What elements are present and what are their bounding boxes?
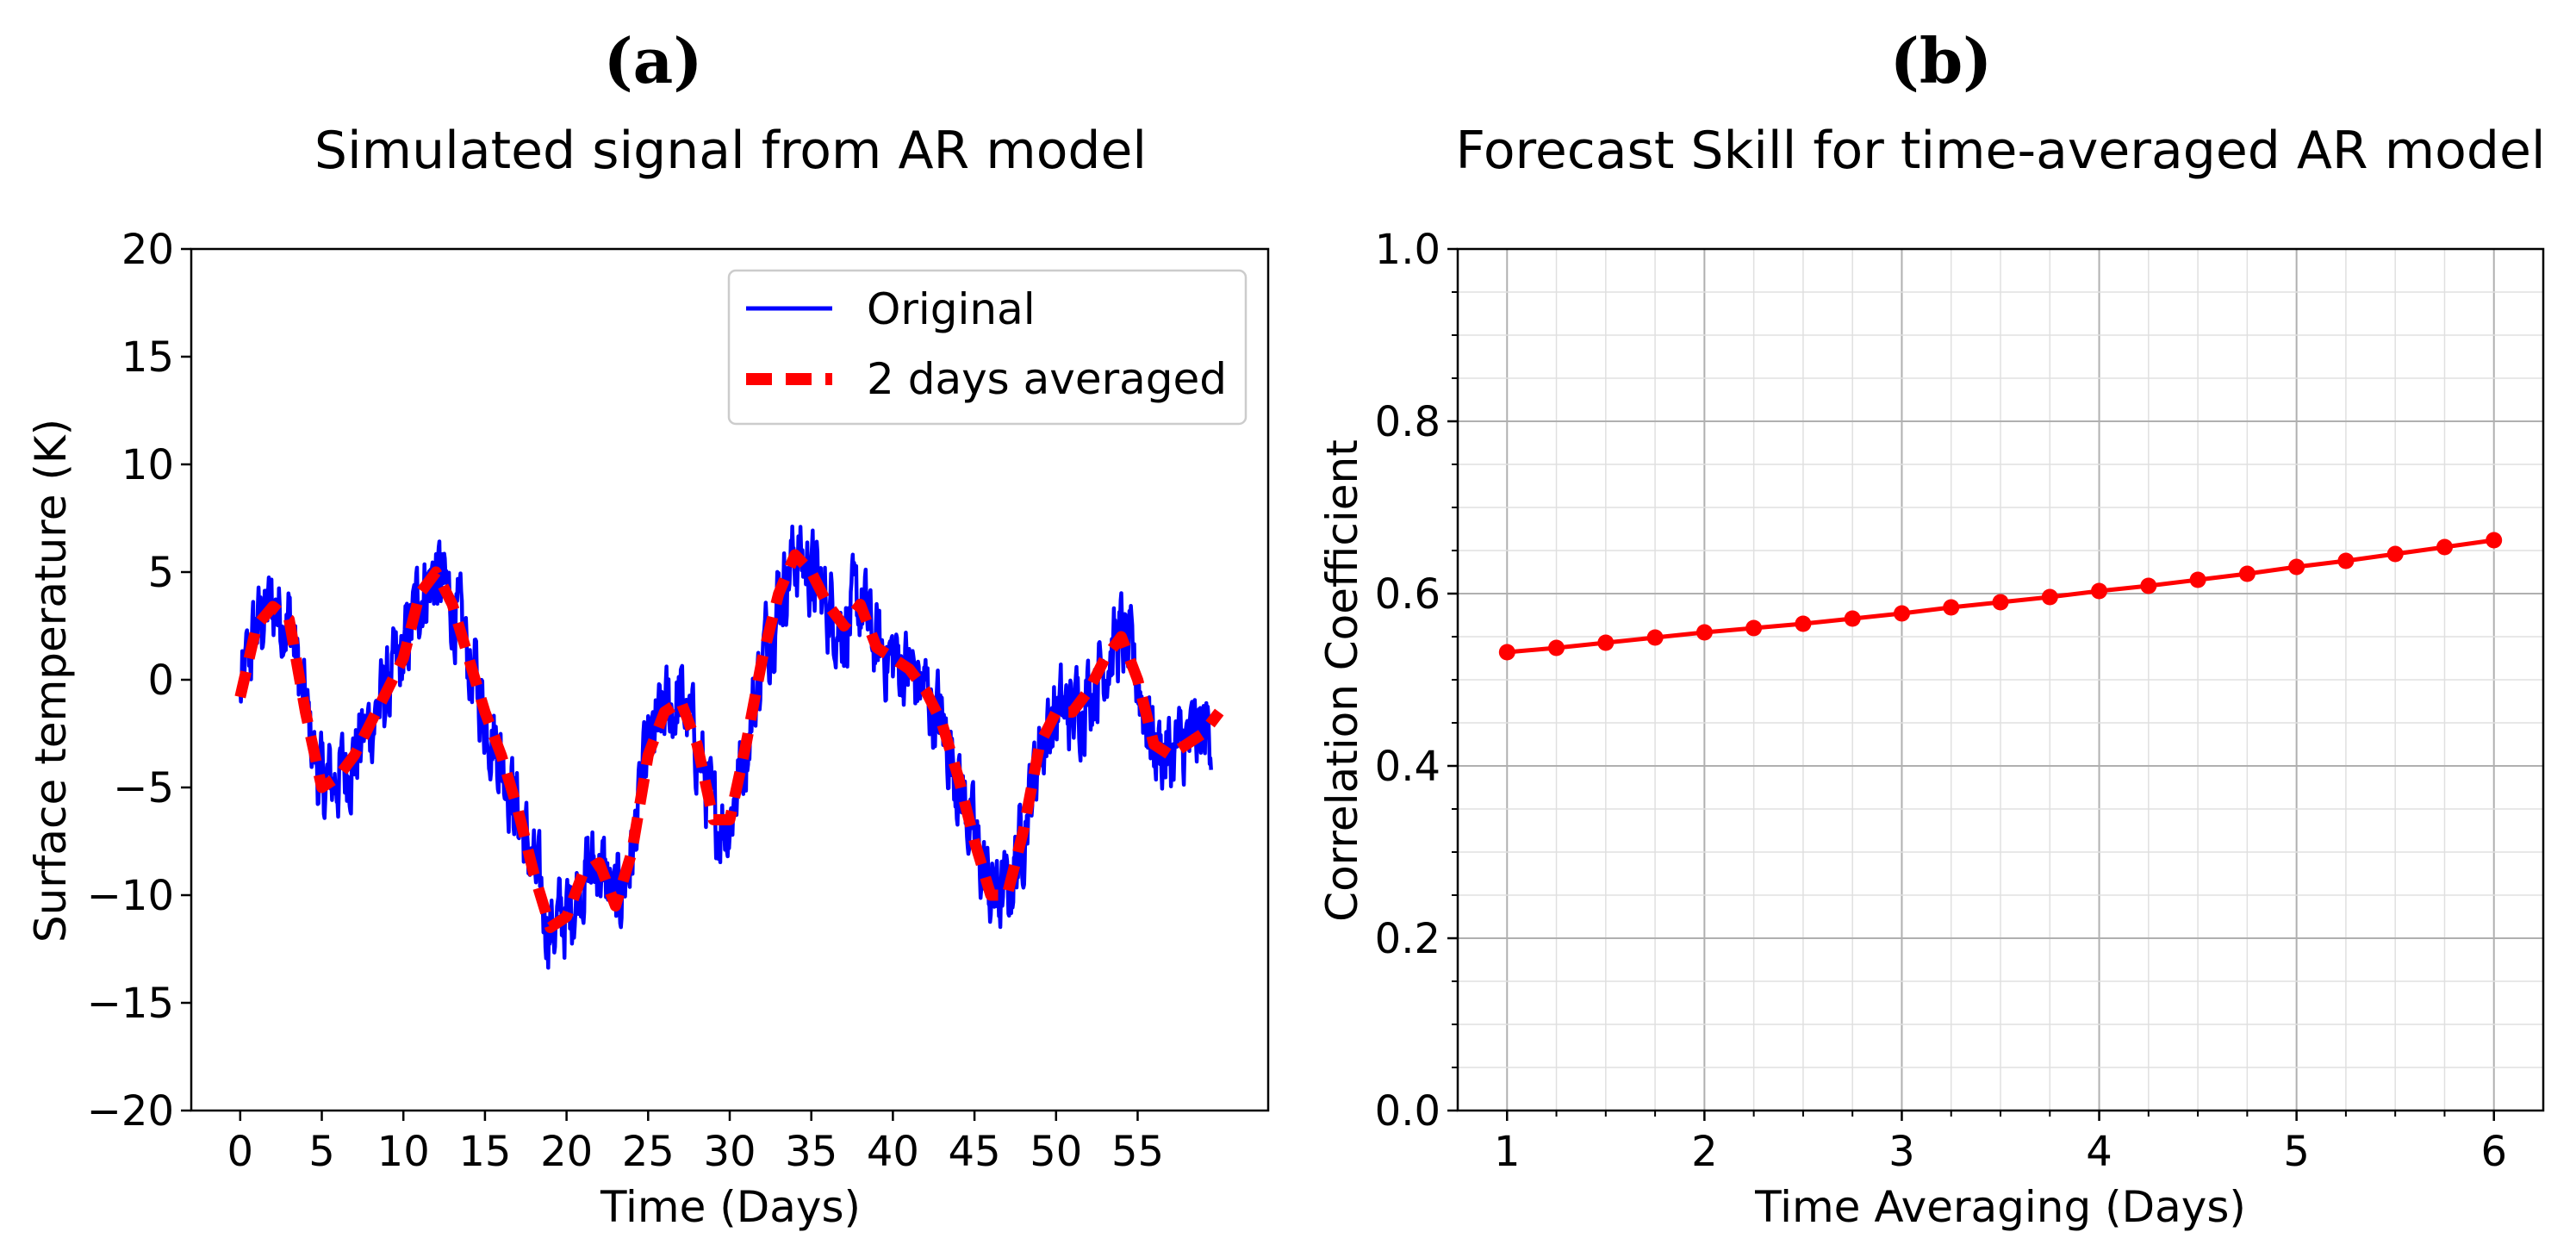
y-tick-label: 0 bbox=[147, 657, 174, 705]
series-correlation-point bbox=[2386, 545, 2404, 563]
y-tick-label: −10 bbox=[87, 872, 174, 920]
y-tick-label: 0.0 bbox=[1375, 1087, 1440, 1136]
series-original-line bbox=[238, 524, 1213, 970]
chart-b-ylabel: Correlation Coefficient bbox=[1317, 439, 1367, 922]
chart-b-xlabel: Time Averaging (Days) bbox=[1754, 1182, 2246, 1232]
y-tick-label: −15 bbox=[87, 980, 174, 1028]
legend-label-original: Original bbox=[867, 284, 1036, 334]
series-correlation-point bbox=[1943, 599, 1960, 616]
legend-box bbox=[727, 269, 1248, 426]
x-tick-label: 20 bbox=[540, 1128, 593, 1176]
chart-b-series bbox=[1498, 532, 2503, 661]
x-tick-label: 40 bbox=[867, 1128, 919, 1176]
chart-b-title: Forecast Skill for time-averaged AR mode… bbox=[1455, 121, 2545, 181]
series-correlation-point bbox=[1548, 639, 1565, 657]
series-correlation-point bbox=[2091, 582, 2107, 600]
y-tick-label: 1.0 bbox=[1375, 226, 1440, 274]
series-correlation-point bbox=[2288, 558, 2305, 576]
series-correlation-point bbox=[1498, 644, 1515, 661]
chart-b-grid bbox=[1458, 249, 2543, 1111]
y-tick-label: 5 bbox=[147, 549, 174, 597]
x-tick-label: 55 bbox=[1111, 1128, 1164, 1176]
series-correlation-point bbox=[2238, 565, 2256, 582]
y-tick-label: 15 bbox=[121, 333, 174, 382]
y-tick-label: −5 bbox=[113, 764, 174, 812]
chart-a-title: Simulated signal from AR model bbox=[314, 121, 1147, 181]
x-tick-label: 35 bbox=[785, 1128, 837, 1176]
series-correlation-point bbox=[2436, 538, 2453, 556]
series-correlation-point bbox=[1597, 634, 1615, 651]
x-tick-label: 15 bbox=[458, 1128, 511, 1176]
panel-label-a: (a) bbox=[604, 24, 703, 97]
y-tick-label: −20 bbox=[87, 1087, 174, 1136]
x-tick-label: 4 bbox=[2086, 1128, 2112, 1176]
x-tick-label: 1 bbox=[1494, 1128, 1521, 1176]
chart-a-ticks: 0 5 10 15 20 25 30 35 40 45 50 55 −20 −15 −10 −5 0 5 10 15 2… bbox=[87, 226, 1164, 1176]
x-tick-label: 6 bbox=[2480, 1128, 2507, 1176]
chart-a-ylabel: Surface temperature (K) bbox=[26, 419, 76, 943]
y-tick-label: 20 bbox=[121, 226, 174, 274]
series-correlation-point bbox=[2189, 571, 2206, 588]
x-tick-label: 2 bbox=[1691, 1128, 1718, 1176]
chart-a-xlabel: Time (Days) bbox=[600, 1182, 861, 1232]
x-tick-label: 5 bbox=[2283, 1128, 2310, 1176]
y-tick-label: 0.8 bbox=[1375, 398, 1440, 446]
x-tick-label: 50 bbox=[1030, 1128, 1082, 1176]
series-correlation-point bbox=[1894, 605, 1910, 622]
x-tick-label: 25 bbox=[622, 1128, 675, 1176]
series-correlation-point bbox=[2337, 552, 2355, 569]
series-correlation-point bbox=[1992, 594, 2009, 611]
series-correlation-point bbox=[1795, 615, 1812, 632]
legend-label-averaged: 2 days averaged bbox=[867, 354, 1227, 404]
y-tick-label: 10 bbox=[121, 441, 174, 489]
chart-a-series bbox=[234, 524, 1224, 970]
x-tick-label: 10 bbox=[377, 1128, 430, 1176]
series-correlation-point bbox=[1844, 610, 1861, 627]
series-correlation-point bbox=[1646, 629, 1664, 646]
series-correlation-point bbox=[2140, 577, 2157, 594]
series-correlation-point bbox=[1745, 619, 1763, 637]
chart-a-legend: Original 2 days averaged bbox=[727, 269, 1248, 426]
x-tick-label: 5 bbox=[308, 1128, 335, 1176]
y-tick-label: 0.6 bbox=[1375, 570, 1440, 619]
series-correlation-point bbox=[1696, 624, 1713, 641]
x-tick-label: 45 bbox=[949, 1128, 1001, 1176]
x-tick-label: 3 bbox=[1888, 1128, 1915, 1176]
series-correlation-point bbox=[2041, 588, 2058, 606]
y-tick-label: 0.2 bbox=[1375, 915, 1440, 963]
x-tick-label: 0 bbox=[227, 1128, 254, 1176]
series-averaged-line bbox=[234, 549, 1224, 933]
y-tick-label: 0.4 bbox=[1375, 743, 1440, 791]
chart-b-ticks: 1 2 3 4 5 6 0.0 0.2 0.4 0.6 0.8 1.0 bbox=[1375, 226, 2507, 1176]
panel-label-b: (b) bbox=[1890, 24, 1992, 97]
series-correlation-point bbox=[2486, 532, 2503, 549]
x-tick-label: 30 bbox=[703, 1128, 756, 1176]
